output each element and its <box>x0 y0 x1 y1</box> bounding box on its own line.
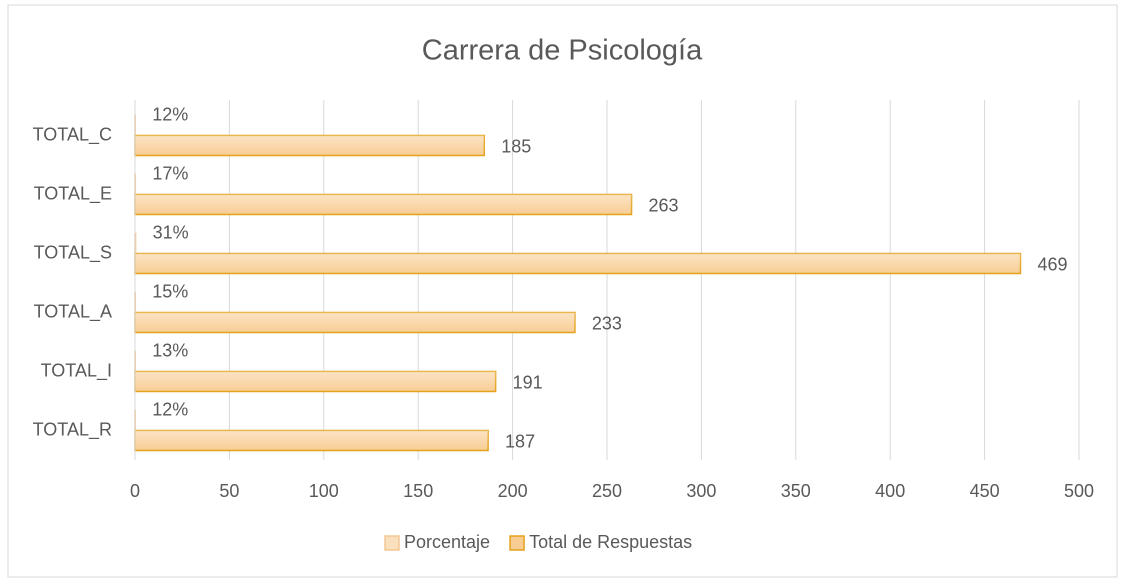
data-label: 233 <box>592 313 622 333</box>
bar-shine <box>135 194 632 215</box>
x-tick-label: 450 <box>970 481 1000 501</box>
bar-shine <box>135 371 496 392</box>
data-label: 13% <box>152 340 188 360</box>
x-tick-label: 150 <box>403 481 433 501</box>
y-tick-label: TOTAL_C <box>33 124 112 145</box>
bar-shine <box>135 135 485 156</box>
chart-title: Carrera de Psicología <box>422 35 703 67</box>
data-label: 12% <box>152 104 188 124</box>
x-tick-label: 250 <box>592 481 622 501</box>
x-tick-label: 300 <box>686 481 716 501</box>
x-tick-label: 500 <box>1064 481 1094 501</box>
x-tick-label: 350 <box>781 481 811 501</box>
data-label: 469 <box>1037 254 1067 274</box>
y-tick-label: TOTAL_E <box>34 183 112 204</box>
y-tick-label: TOTAL_I <box>41 360 112 381</box>
data-label: 263 <box>649 195 679 215</box>
bar-shine <box>135 312 575 333</box>
legend-label: Total de Respuestas <box>529 532 692 552</box>
bar-shine <box>135 253 1021 274</box>
x-tick-label: 50 <box>219 481 239 501</box>
x-tick-label: 400 <box>875 481 905 501</box>
bar-shine <box>135 430 489 451</box>
y-tick-label: TOTAL_A <box>34 301 112 322</box>
chart-border <box>7 4 1118 578</box>
y-tick-label: TOTAL_S <box>34 242 112 263</box>
data-label: 15% <box>152 281 188 301</box>
legend-swatch <box>509 535 525 551</box>
x-tick-label: 0 <box>130 481 140 501</box>
x-tick-label: 200 <box>498 481 528 501</box>
x-tick-label: 100 <box>309 481 339 501</box>
y-tick-label: TOTAL_R <box>33 419 112 440</box>
data-label: 187 <box>505 431 535 451</box>
data-label: 191 <box>513 372 543 392</box>
data-label: 12% <box>152 399 188 419</box>
legend-swatch <box>384 535 400 551</box>
legend-label: Porcentaje <box>404 532 490 552</box>
data-label: 31% <box>153 222 189 242</box>
data-label: 17% <box>152 163 188 183</box>
data-label: 185 <box>501 136 531 156</box>
